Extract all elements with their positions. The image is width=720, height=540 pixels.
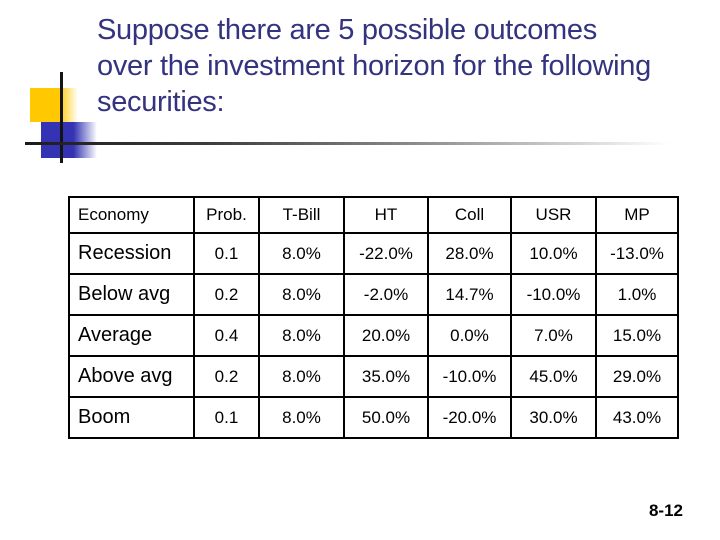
cell-tbill: 8.0% xyxy=(258,314,345,357)
table-row-above-avg: Above avg 0.2 8.0% 35.0% -10.0% 45.0% 29… xyxy=(68,355,679,398)
cell-prob: 0.2 xyxy=(193,355,260,398)
cell-coll: 14.7% xyxy=(427,273,512,316)
cell-ht: 20.0% xyxy=(343,314,429,357)
cell-coll: 0.0% xyxy=(427,314,512,357)
column-header-economy: Economy xyxy=(68,196,195,234)
cell-usr: 30.0% xyxy=(510,396,597,439)
table-row-below-avg: Below avg 0.2 8.0% -2.0% 14.7% -10.0% 1.… xyxy=(68,273,679,316)
column-header-tbill: T-Bill xyxy=(258,196,345,234)
page-number: 8-12 xyxy=(648,501,683,520)
table-row-boom: Boom 0.1 8.0% 50.0% -20.0% 30.0% 43.0% xyxy=(68,396,679,439)
cell-usr: 45.0% xyxy=(510,355,597,398)
slide-title: Suppose there are 5 possible outcomes ov… xyxy=(97,14,651,118)
row-label: Recession xyxy=(68,232,195,275)
table-row-recession: Recession 0.1 8.0% -22.0% 28.0% 10.0% -1… xyxy=(68,232,679,275)
table-row-average: Average 0.4 8.0% 20.0% 0.0% 7.0% 15.0% xyxy=(68,314,679,357)
decor-yellow-square xyxy=(30,88,78,122)
cell-tbill: 8.0% xyxy=(258,396,345,439)
cell-prob: 0.1 xyxy=(193,232,260,275)
cell-ht: -22.0% xyxy=(343,232,429,275)
cell-ht: 50.0% xyxy=(343,396,429,439)
decor-vertical-line xyxy=(60,72,63,163)
cell-mp: 29.0% xyxy=(595,355,679,398)
cell-coll: -20.0% xyxy=(427,396,512,439)
cell-mp: -13.0% xyxy=(595,232,679,275)
cell-mp: 43.0% xyxy=(595,396,679,439)
cell-usr: 7.0% xyxy=(510,314,597,357)
decor-blue-square xyxy=(41,122,97,158)
row-label: Above avg xyxy=(68,355,195,398)
column-header-usr: USR xyxy=(510,196,597,234)
cell-prob: 0.2 xyxy=(193,273,260,316)
cell-usr: -10.0% xyxy=(510,273,597,316)
cell-tbill: 8.0% xyxy=(258,273,345,316)
cell-coll: -10.0% xyxy=(427,355,512,398)
cell-coll: 28.0% xyxy=(427,232,512,275)
column-header-mp: MP xyxy=(595,196,679,234)
cell-mp: 15.0% xyxy=(595,314,679,357)
column-header-ht: HT xyxy=(343,196,429,234)
column-header-coll: Coll xyxy=(427,196,512,234)
cell-prob: 0.4 xyxy=(193,314,260,357)
row-label: Boom xyxy=(68,396,195,439)
table-header-row: Economy Prob. T-Bill HT Coll USR MP xyxy=(68,196,679,234)
cell-ht: 35.0% xyxy=(343,355,429,398)
outcomes-table: Economy Prob. T-Bill HT Coll USR MP Rece… xyxy=(68,196,679,439)
cell-tbill: 8.0% xyxy=(258,355,345,398)
column-header-prob: Prob. xyxy=(193,196,260,234)
cell-tbill: 8.0% xyxy=(258,232,345,275)
cell-usr: 10.0% xyxy=(510,232,597,275)
row-label: Below avg xyxy=(68,273,195,316)
cell-mp: 1.0% xyxy=(595,273,679,316)
row-label: Average xyxy=(68,314,195,357)
title-underline-rule xyxy=(25,142,670,145)
cell-ht: -2.0% xyxy=(343,273,429,316)
cell-prob: 0.1 xyxy=(193,396,260,439)
